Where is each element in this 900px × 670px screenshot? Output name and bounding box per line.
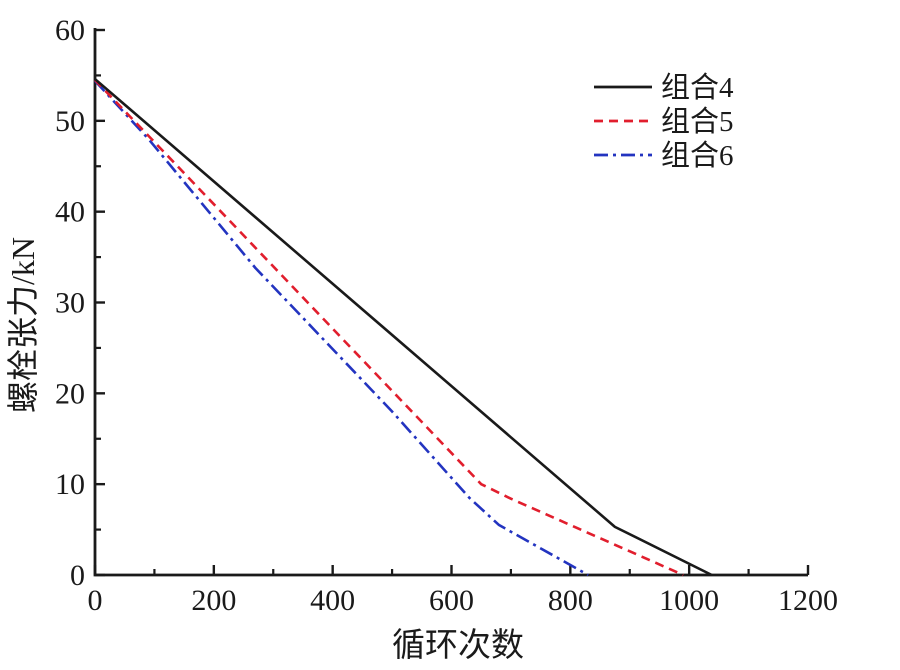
y-tick-label: 50 xyxy=(55,105,85,138)
y-tick-label: 40 xyxy=(55,196,85,229)
x-tick-label: 1200 xyxy=(778,584,838,617)
y-tick-label: 20 xyxy=(55,377,85,410)
legend-label-组合5: 组合5 xyxy=(661,105,734,138)
series-line-组合5 xyxy=(94,79,684,577)
y-tick-label: 30 xyxy=(55,287,85,320)
x-tick-label: 200 xyxy=(191,584,236,617)
y-tick-label: 60 xyxy=(55,14,85,47)
y-tick-label: 10 xyxy=(55,468,85,501)
x-tick-label: 600 xyxy=(429,584,474,617)
x-tick-label: 1000 xyxy=(659,584,719,617)
x-axis-title: 循环次数 xyxy=(392,627,524,664)
legend-label-组合6: 组合6 xyxy=(661,139,734,172)
x-tick-label: 0 xyxy=(88,584,103,617)
x-tick-label: 400 xyxy=(310,584,355,617)
series-line-组合4 xyxy=(94,78,713,577)
series-line-组合6 xyxy=(94,79,589,577)
y-tick-label: 0 xyxy=(70,559,85,592)
legend-label-组合4: 组合4 xyxy=(661,71,734,104)
x-tick-label: 800 xyxy=(548,584,593,617)
y-axis-title: 螺栓张力/kN xyxy=(5,237,41,413)
